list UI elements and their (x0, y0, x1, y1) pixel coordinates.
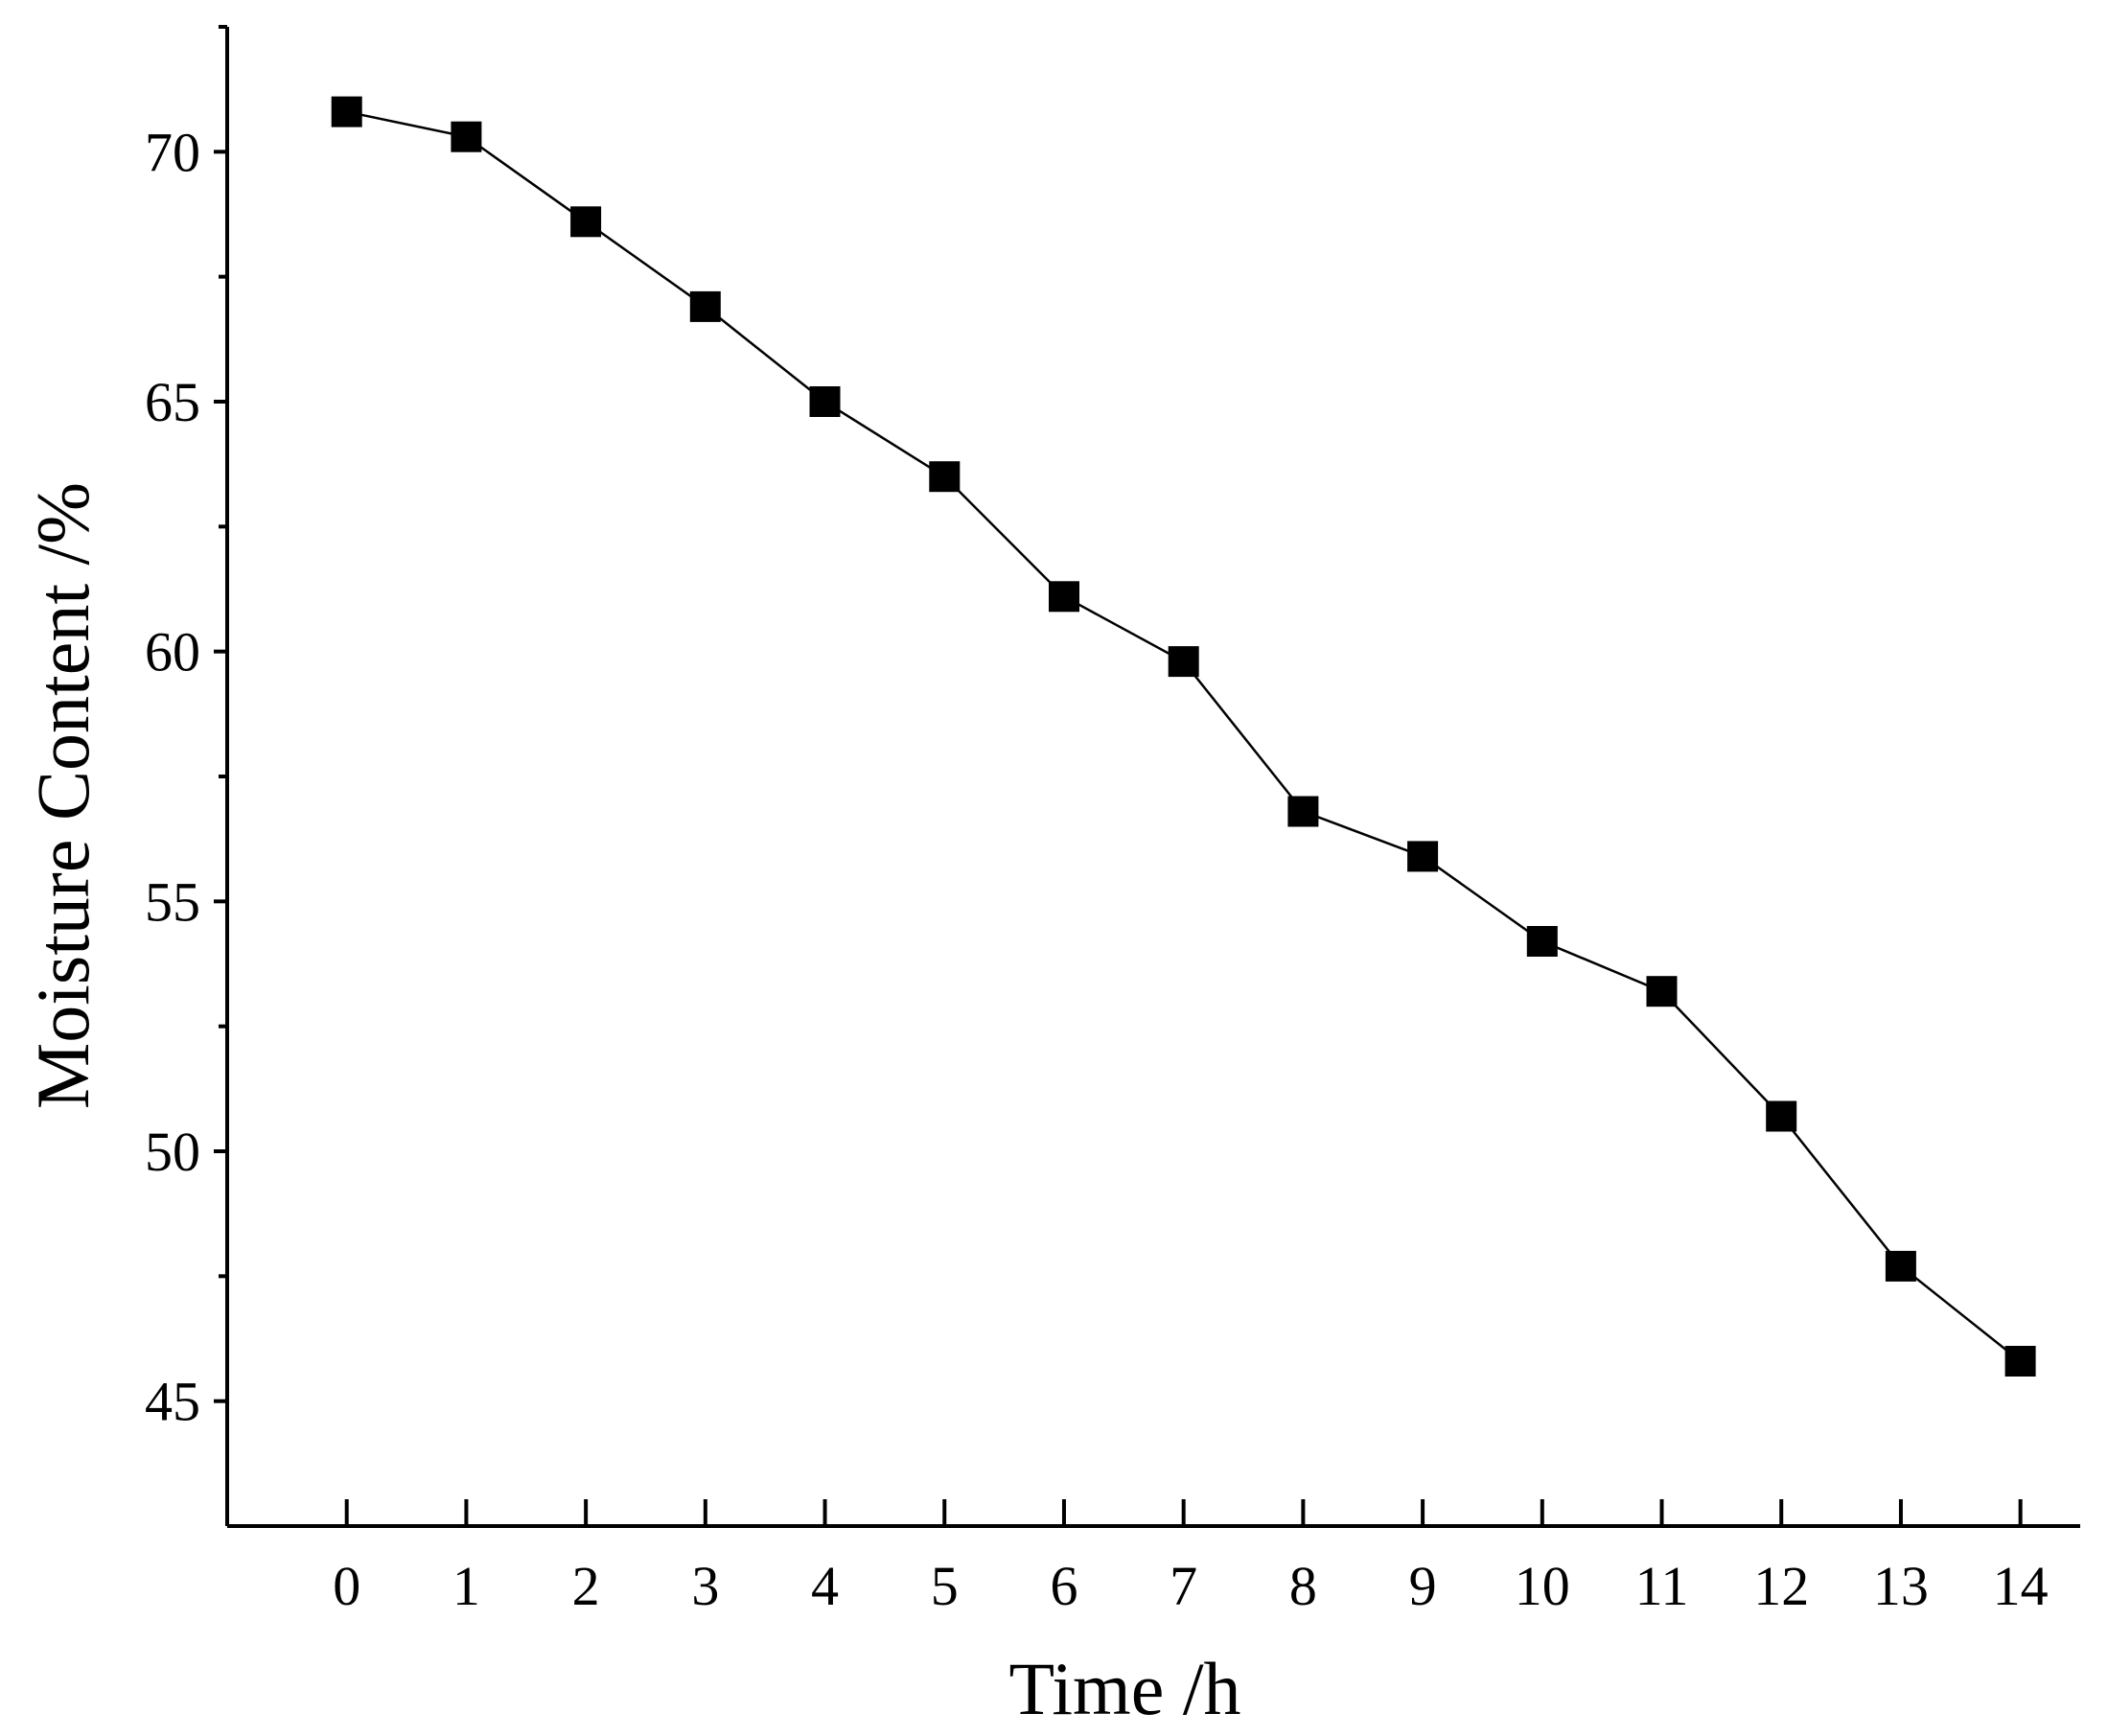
y-axis-title: Moisture Content /% (21, 482, 104, 1109)
data-point (451, 121, 482, 152)
series-group (331, 96, 2036, 1377)
data-point (1407, 841, 1439, 872)
y-tick-label: 45 (145, 1371, 200, 1433)
series-line (346, 110, 2022, 1362)
x-tick-label: 13 (1873, 1555, 1929, 1617)
y-tick-label: 70 (145, 121, 200, 183)
data-point (1049, 581, 1079, 613)
x-ticks: 0 1 2 3 4 5 6 7 8 9 10 11 12 13 14 (333, 1499, 2049, 1617)
data-point (1526, 926, 1558, 957)
x-tick-label: 7 (1170, 1555, 1197, 1617)
y-ticks: 45 50 55 60 65 70 (145, 25, 227, 1433)
x-tick-label: 10 (1515, 1555, 1570, 1617)
x-tick-label: 2 (572, 1555, 600, 1617)
y-tick-label: 60 (145, 621, 200, 683)
x-axis-title: Time /h (1008, 1647, 1240, 1730)
data-point (1766, 1100, 1797, 1132)
x-tick-label: 11 (1635, 1555, 1689, 1617)
data-point (689, 290, 721, 322)
data-point (570, 206, 602, 238)
data-point (2004, 1346, 2036, 1377)
x-tick-label: 1 (452, 1555, 480, 1617)
data-point (1646, 976, 1678, 1007)
x-tick-label: 14 (1993, 1555, 2049, 1617)
x-tick-label: 3 (691, 1555, 719, 1617)
data-point (331, 96, 362, 127)
x-tick-label: 0 (333, 1555, 360, 1617)
data-point (1287, 796, 1319, 827)
x-tick-label: 4 (811, 1555, 839, 1617)
data-point (1168, 646, 1199, 678)
data-point (929, 461, 961, 493)
x-tick-label: 8 (1289, 1555, 1317, 1617)
x-tick-label: 12 (1753, 1555, 1809, 1617)
data-point (1885, 1250, 1916, 1282)
y-tick-label: 65 (145, 371, 200, 433)
x-tick-label: 5 (931, 1555, 959, 1617)
x-tick-label: 9 (1409, 1555, 1437, 1617)
x-tick-label: 6 (1050, 1555, 1077, 1617)
data-point (809, 386, 841, 417)
axes (225, 27, 2080, 1528)
y-tick-label: 55 (145, 870, 200, 933)
y-tick-label: 50 (145, 1121, 200, 1183)
